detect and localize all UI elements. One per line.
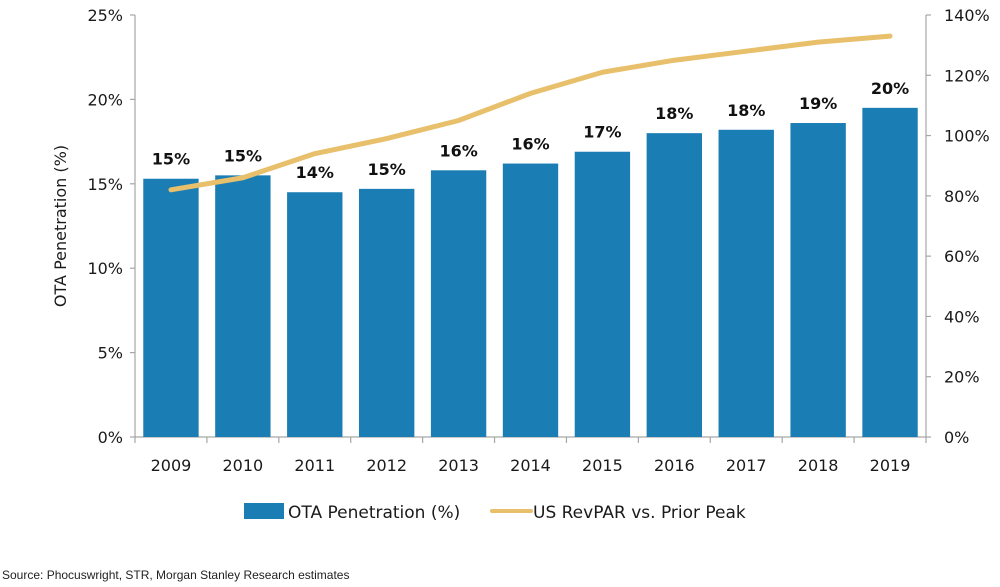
data-label-2009: 15% — [152, 150, 190, 169]
data-label-2017: 18% — [727, 101, 765, 120]
left-tick-label: 25% — [87, 6, 123, 25]
x-tick-label: 2018 — [798, 456, 839, 475]
x-tick-label: 2014 — [510, 456, 551, 475]
x-tick-label: 2013 — [438, 456, 479, 475]
left-tick-label: 15% — [87, 175, 123, 194]
x-tick-label: 2009 — [151, 456, 192, 475]
bar-2014 — [502, 163, 559, 437]
line-series — [168, 33, 893, 193]
right-tick-label: 120% — [944, 66, 990, 85]
source-note: Source: Phocuswright, STR, Morgan Stanle… — [2, 568, 350, 582]
right-tick-label: 20% — [944, 368, 980, 387]
bar-2017 — [718, 129, 774, 437]
bar-2011 — [287, 192, 343, 437]
right-tick-label: 0% — [944, 428, 969, 447]
data-label-2018: 19% — [799, 94, 837, 113]
x-tick-label: 2016 — [654, 456, 695, 475]
right-tick-label: 100% — [944, 127, 990, 146]
data-label-2011: 14% — [296, 163, 334, 182]
right-tick-label: 140% — [944, 6, 990, 25]
y-axis-title: OTA Penetration (%) — [51, 145, 70, 307]
right-tick-label: 40% — [944, 307, 980, 326]
left-tick-label: 20% — [87, 90, 123, 109]
right-tick-label: 80% — [944, 187, 980, 206]
x-tick-label: 2015 — [582, 456, 623, 475]
legend-label-bar: OTA Penetration (%) — [288, 503, 460, 523]
data-label-2014: 16% — [511, 135, 549, 154]
left-tick-label: 0% — [98, 428, 123, 447]
data-label-2015: 17% — [583, 123, 621, 142]
bar-2016 — [646, 133, 703, 437]
data-label-2019: 20% — [871, 79, 909, 98]
left-tick-label: 5% — [98, 344, 123, 363]
x-tick-label: 2010 — [223, 456, 264, 475]
data-label-2010: 15% — [224, 146, 262, 165]
data-labels: 15% 15% 14% 15% 16% 16% 17% 18% 18% 19% 20% — [152, 79, 909, 182]
x-tick-label: 2019 — [870, 456, 911, 475]
x-tick-label: 2012 — [366, 456, 407, 475]
right-tick-label: 60% — [944, 247, 980, 266]
legend: OTA Penetration (%) US RevPAR vs. Prior … — [244, 503, 746, 523]
x-tick-label: 2017 — [726, 456, 767, 475]
bar-2015 — [574, 151, 631, 437]
x-tick-label: 2011 — [294, 456, 335, 475]
bar-series — [143, 107, 918, 438]
bar-2010 — [215, 175, 271, 438]
data-label-2012: 15% — [368, 160, 406, 179]
bar-2018 — [790, 123, 846, 438]
bar-2013 — [430, 170, 487, 437]
data-label-2013: 16% — [439, 141, 477, 160]
bar-2019 — [862, 107, 918, 437]
bar-2009 — [143, 178, 199, 437]
bar-2012 — [358, 188, 415, 437]
tick-labels: 0% 5% 10% 15% 20% 25% 0% 20% 40% 60% 80% 100% 120% 14… — [87, 6, 989, 475]
legend-label-line: US RevPAR vs. Prior Peak — [533, 503, 746, 523]
data-label-2016: 18% — [655, 104, 693, 123]
legend-swatch-bar — [244, 503, 284, 519]
left-tick-label: 10% — [87, 259, 123, 278]
